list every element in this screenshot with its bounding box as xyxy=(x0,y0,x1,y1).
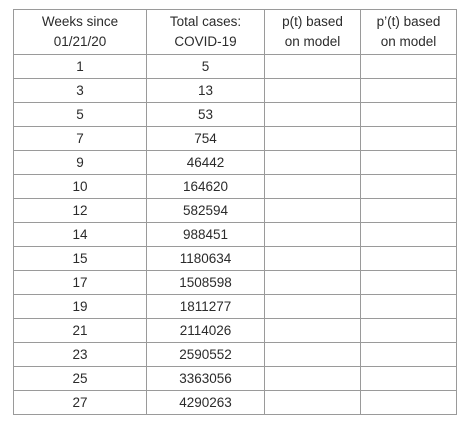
weeks-cell: 21 xyxy=(13,318,147,343)
weeks-cell: 27 xyxy=(13,390,147,415)
p-model-cell xyxy=(264,294,361,319)
p-prime-model-cell xyxy=(360,150,457,175)
table-row: 27 4290263 xyxy=(13,390,457,415)
table-body: 1 5 3 13 5 53 7 754 9 46442 10 164620 12 582594 14 9884… xyxy=(13,54,457,415)
total-cases-cell: 53 xyxy=(146,102,265,127)
weeks-cell: 5 xyxy=(13,102,147,127)
header-weeks-since: Weeks since 01/21/20 xyxy=(13,9,147,55)
table-row: 19 1811277 xyxy=(13,294,457,319)
p-model-cell xyxy=(264,102,361,127)
weeks-cell: 14 xyxy=(13,222,147,247)
weeks-cell: 12 xyxy=(13,198,147,223)
p-prime-model-cell xyxy=(360,54,457,79)
p-model-cell xyxy=(264,246,361,271)
p-prime-model-cell xyxy=(360,366,457,391)
total-cases-cell: 1811277 xyxy=(146,294,265,319)
p-prime-model-cell xyxy=(360,342,457,367)
header-p-prime-model-line2: on model xyxy=(380,34,437,49)
p-prime-model-cell xyxy=(360,318,457,343)
table-header-row: Weeks since 01/21/20 Total cases: COVID-… xyxy=(13,9,457,55)
table-row: 5 53 xyxy=(13,102,457,127)
table-row: 25 3363056 xyxy=(13,366,457,391)
table-row: 7 754 xyxy=(13,126,457,151)
weeks-cell: 1 xyxy=(13,54,147,79)
total-cases-cell: 4290263 xyxy=(146,390,265,415)
p-model-cell xyxy=(264,222,361,247)
p-prime-model-cell xyxy=(360,78,457,103)
covid-cases-table-container: Weeks since 01/21/20 Total cases: COVID-… xyxy=(13,9,457,415)
total-cases-cell: 988451 xyxy=(146,222,265,247)
total-cases-cell: 2114026 xyxy=(146,318,265,343)
header-total-cases: Total cases: COVID-19 xyxy=(146,9,265,55)
table-row: 9 46442 xyxy=(13,150,457,175)
header-p-model: p(t) based on model xyxy=(264,9,361,55)
p-prime-model-cell xyxy=(360,270,457,295)
p-prime-model-cell xyxy=(360,222,457,247)
total-cases-cell: 164620 xyxy=(146,174,265,199)
p-model-cell xyxy=(264,126,361,151)
header-p-prime-model-line1: p’(t) based xyxy=(376,14,441,29)
p-model-cell xyxy=(264,270,361,295)
p-prime-model-cell xyxy=(360,102,457,127)
p-model-cell xyxy=(264,318,361,343)
table-row: 14 988451 xyxy=(13,222,457,247)
table-row: 23 2590552 xyxy=(13,342,457,367)
p-model-cell xyxy=(264,198,361,223)
total-cases-cell: 754 xyxy=(146,126,265,151)
header-total-cases-line1: Total cases: xyxy=(169,14,242,29)
total-cases-cell: 582594 xyxy=(146,198,265,223)
header-weeks-since-line1: Weeks since xyxy=(41,14,119,29)
table-row: 10 164620 xyxy=(13,174,457,199)
p-model-cell xyxy=(264,366,361,391)
p-model-cell xyxy=(264,78,361,103)
p-prime-model-cell xyxy=(360,126,457,151)
table-row: 15 1180634 xyxy=(13,246,457,271)
p-model-cell xyxy=(264,390,361,415)
table-row: 21 2114026 xyxy=(13,318,457,343)
p-model-cell xyxy=(264,54,361,79)
p-prime-model-cell xyxy=(360,390,457,415)
weeks-cell: 23 xyxy=(13,342,147,367)
header-p-model-line1: p(t) based xyxy=(282,14,343,29)
weeks-cell: 17 xyxy=(13,270,147,295)
weeks-cell: 25 xyxy=(13,366,147,391)
p-prime-model-cell xyxy=(360,198,457,223)
p-prime-model-cell xyxy=(360,294,457,319)
total-cases-cell: 46442 xyxy=(146,150,265,175)
header-p-prime-model: p’(t) based on model xyxy=(360,9,457,55)
header-weeks-since-line2: 01/21/20 xyxy=(53,34,107,49)
weeks-cell: 3 xyxy=(13,78,147,103)
header-p-model-line2: on model xyxy=(284,34,341,49)
total-cases-cell: 5 xyxy=(146,54,265,79)
weeks-cell: 15 xyxy=(13,246,147,271)
p-model-cell xyxy=(264,342,361,367)
weeks-cell: 7 xyxy=(13,126,147,151)
p-prime-model-cell xyxy=(360,246,457,271)
p-model-cell xyxy=(264,150,361,175)
p-model-cell xyxy=(264,174,361,199)
total-cases-cell: 3363056 xyxy=(146,366,265,391)
weeks-cell: 9 xyxy=(13,150,147,175)
weeks-cell: 10 xyxy=(13,174,147,199)
covid-cases-table: Weeks since 01/21/20 Total cases: COVID-… xyxy=(13,9,457,415)
table-row: 3 13 xyxy=(13,78,457,103)
total-cases-cell: 13 xyxy=(146,78,265,103)
table-row: 12 582594 xyxy=(13,198,457,223)
total-cases-cell: 1508598 xyxy=(146,270,265,295)
table-row: 17 1508598 xyxy=(13,270,457,295)
p-prime-model-cell xyxy=(360,174,457,199)
header-total-cases-line2: COVID-19 xyxy=(174,34,237,49)
total-cases-cell: 1180634 xyxy=(146,246,265,271)
weeks-cell: 19 xyxy=(13,294,147,319)
total-cases-cell: 2590552 xyxy=(146,342,265,367)
